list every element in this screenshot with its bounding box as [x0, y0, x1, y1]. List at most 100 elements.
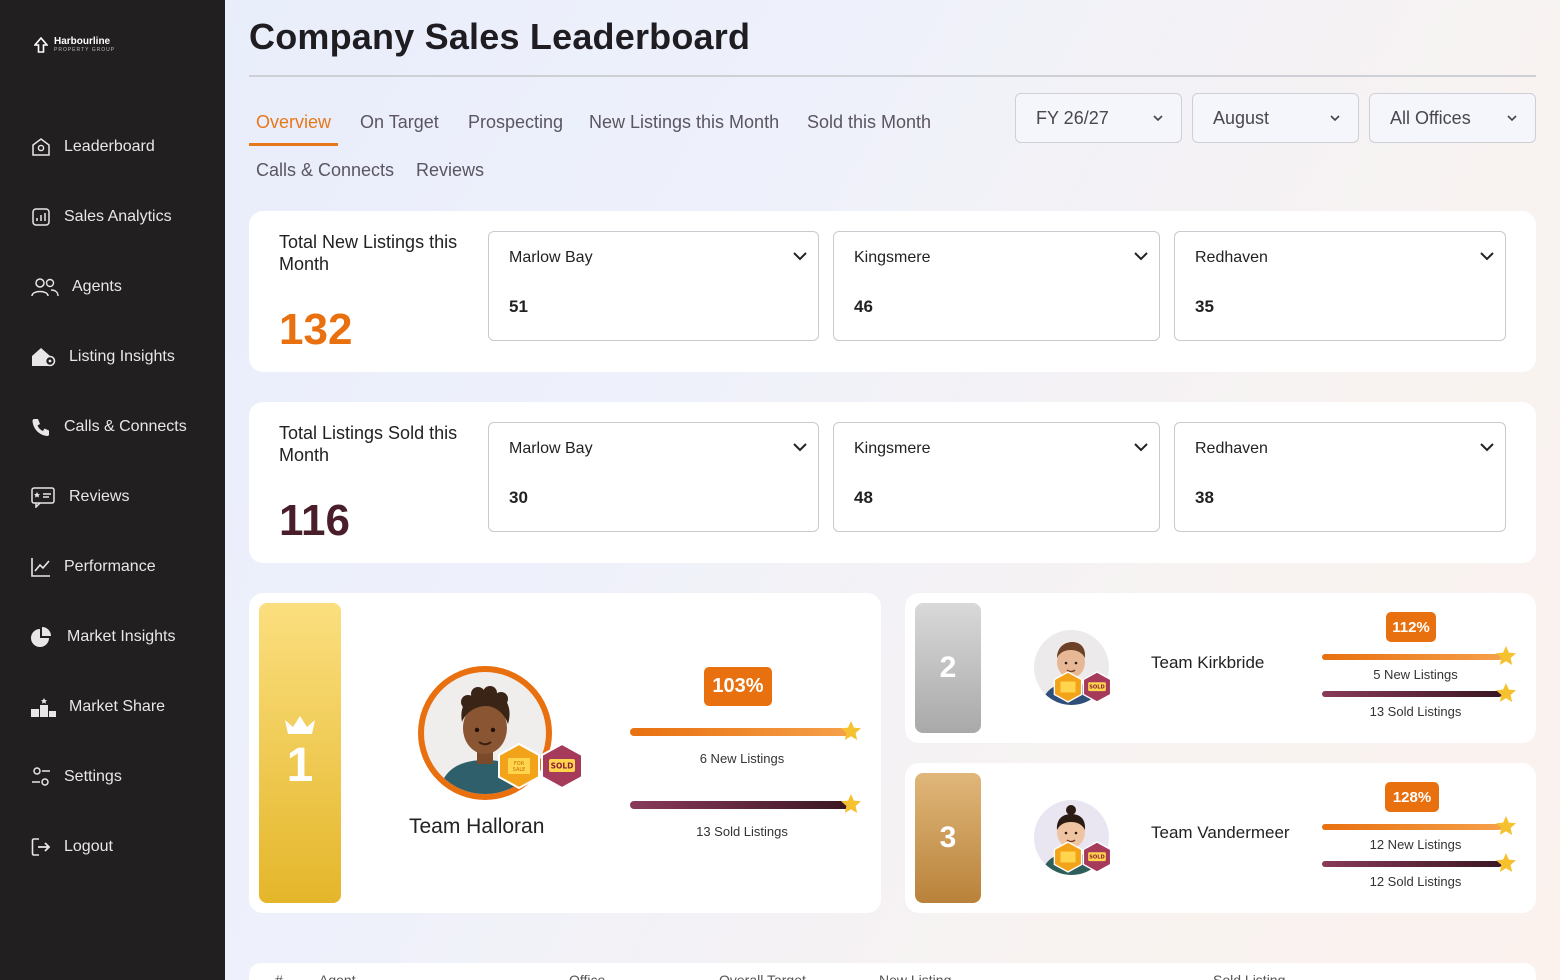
- tab-calls-connects[interactable]: Calls & Connects: [256, 160, 395, 180]
- sidebar-item-listing-insights[interactable]: Listing Insights: [0, 322, 225, 392]
- sidebar-item-label: Performance: [64, 558, 156, 575]
- sidebar-item-label: Market Share: [69, 698, 166, 715]
- chevron-down-icon: [1153, 115, 1163, 122]
- sold-listings-progress-bar: [630, 801, 850, 809]
- target-percent-badge: 103%: [704, 667, 772, 706]
- new-listings-progress-bar: [630, 728, 850, 736]
- brand-logo[interactable]: Harbourline PROPERTY GROUP: [34, 36, 115, 54]
- house-gear-icon: [30, 346, 57, 368]
- office-card-marlow-bay[interactable]: Marlow Bay 51: [488, 231, 819, 341]
- tab-new-listings-this-month[interactable]: New Listings this Month: [589, 112, 780, 132]
- column-header-office[interactable]: Office: [569, 972, 606, 980]
- sold-listings-progress-bar: [1322, 861, 1502, 867]
- sidebar: Harbourline PROPERTY GROUP Leaderboard S…: [0, 0, 225, 980]
- logo-arrow-icon: [34, 37, 48, 53]
- column-header-sold-listing[interactable]: Sold Listing: [1213, 972, 1286, 980]
- sold-badge-icon: SOLD: [1082, 841, 1112, 873]
- target-percent-badge: 128%: [1385, 782, 1439, 812]
- sold-listings-card: Total Listings Sold this Month 116 Marlo…: [249, 402, 1536, 563]
- leader-card-third[interactable]: 3 SOLD Team Vandermeer 128% 12 New Listi: [905, 763, 1536, 913]
- new-listings-progress-bar: [1322, 654, 1502, 660]
- column-header-agent[interactable]: Agent: [319, 972, 356, 980]
- chevron-down-icon: [793, 443, 807, 452]
- sidebar-item-sales-analytics[interactable]: Sales Analytics: [0, 182, 225, 252]
- office-card-marlow-bay[interactable]: Marlow Bay 30: [488, 422, 819, 532]
- office-value: 30: [509, 488, 528, 507]
- column-header-overall-target[interactable]: Overall Target: [719, 972, 806, 980]
- office-card-kingsmere[interactable]: Kingsmere 46: [833, 231, 1160, 341]
- month-select[interactable]: August: [1192, 93, 1359, 143]
- office-value: 46: [854, 297, 873, 316]
- phone-icon: [30, 416, 52, 438]
- tab-overview[interactable]: Overview: [249, 100, 339, 146]
- star-icon: [841, 721, 861, 740]
- new-listings-label: Total New Listings this Month: [279, 232, 458, 274]
- sidebar-item-calls-connects[interactable]: Calls & Connects: [0, 392, 225, 462]
- team-name: Team Kirkbride: [1151, 653, 1265, 672]
- sidebar-item-agents[interactable]: Agents: [0, 252, 225, 322]
- sold-listings-total: 116: [279, 496, 350, 545]
- leader-card-second[interactable]: 2 SOLD Team Kirkbride 112% 5 New Listing…: [905, 593, 1536, 743]
- year-select[interactable]: FY 26/27: [1015, 93, 1182, 143]
- sidebar-item-reviews[interactable]: Reviews: [0, 462, 225, 532]
- filter-bar: FY 26/27 August All Offices: [1015, 93, 1536, 143]
- sidebar-item-performance[interactable]: Performance: [0, 532, 225, 602]
- rank-badge-bronze: 3: [915, 773, 981, 903]
- sidebar-item-label: Reviews: [69, 488, 130, 505]
- chevron-down-icon: [1134, 443, 1148, 452]
- new-listings-caption: 6 New Listings: [699, 751, 785, 766]
- sidebar-item-settings[interactable]: Settings: [0, 742, 225, 812]
- home-icon: [30, 136, 52, 158]
- rank-badge-silver: 2: [915, 603, 981, 733]
- sidebar-nav: Leaderboard Sales Analytics Agents Listi…: [0, 112, 225, 882]
- star-icon: [1496, 683, 1516, 702]
- leaderboard-table-header: # Agent Office Overall Target New Listin…: [249, 963, 1536, 980]
- svg-text:SOLD: SOLD: [1089, 855, 1105, 861]
- sold-listings-progress-fill: [630, 801, 850, 809]
- column-header-new-listing[interactable]: New Listing: [879, 972, 952, 980]
- brand-name: Harbourline: [54, 36, 111, 47]
- sidebar-item-market-share[interactable]: Market Share: [0, 672, 225, 742]
- office-card-redhaven[interactable]: Redhaven 35: [1174, 231, 1506, 341]
- new-listings-caption: 12 New Listings: [1369, 837, 1462, 852]
- sidebar-item-market-insights[interactable]: Market Insights: [0, 602, 225, 672]
- brand-subtitle: PROPERTY GROUP: [54, 47, 116, 53]
- chevron-down-icon: [1480, 443, 1494, 452]
- sidebar-item-logout[interactable]: Logout: [0, 812, 225, 882]
- for-sale-badge-icon: [1053, 841, 1083, 873]
- tab-sold-this-month[interactable]: Sold this Month: [807, 112, 932, 132]
- office-select[interactable]: All Offices: [1369, 93, 1536, 143]
- office-value: 51: [509, 297, 528, 316]
- star-icon: [841, 794, 861, 813]
- sold-listings-progress-bar: [1322, 691, 1502, 697]
- svg-text:FOR: FOR: [514, 761, 525, 767]
- team-name: Team Halloran: [409, 815, 545, 838]
- svg-text:SOLD: SOLD: [1089, 685, 1105, 691]
- tab-prospecting[interactable]: Prospecting: [468, 112, 564, 132]
- for-sale-badge-icon: [1053, 671, 1083, 703]
- sidebar-item-leaderboard[interactable]: Leaderboard: [0, 112, 225, 182]
- new-listings-total: 132: [279, 305, 353, 354]
- office-name: Redhaven: [1195, 249, 1268, 266]
- analytics-icon: [30, 206, 52, 228]
- new-listings-card: Total New Listings this Month 132 Marlow…: [249, 211, 1536, 372]
- svg-text:SALE: SALE: [513, 767, 526, 773]
- office-select-value: All Offices: [1390, 107, 1471, 128]
- tab-on-target[interactable]: On Target: [360, 112, 439, 132]
- office-name: Marlow Bay: [509, 440, 593, 457]
- column-header-rank[interactable]: #: [275, 972, 283, 980]
- new-listings-progress-bar: [1322, 824, 1502, 830]
- chevron-down-icon: [1134, 252, 1148, 261]
- chevron-down-icon: [1330, 115, 1340, 122]
- office-card-redhaven[interactable]: Redhaven 38: [1174, 422, 1506, 532]
- page-title: Company Sales Leaderboard: [249, 16, 751, 57]
- tab-reviews[interactable]: Reviews: [416, 160, 485, 180]
- sidebar-item-label: Listing Insights: [69, 348, 175, 365]
- rank-number: 1: [286, 739, 314, 792]
- svg-text:SOLD: SOLD: [551, 762, 574, 771]
- office-name: Kingsmere: [854, 249, 931, 266]
- office-name: Redhaven: [1195, 440, 1268, 457]
- sold-listings-progress-fill: [1322, 691, 1502, 697]
- office-card-kingsmere[interactable]: Kingsmere 48: [833, 422, 1160, 532]
- leader-card-first[interactable]: 1 FOR SALE SOLD Team Halloran 103% 6 New: [249, 593, 881, 913]
